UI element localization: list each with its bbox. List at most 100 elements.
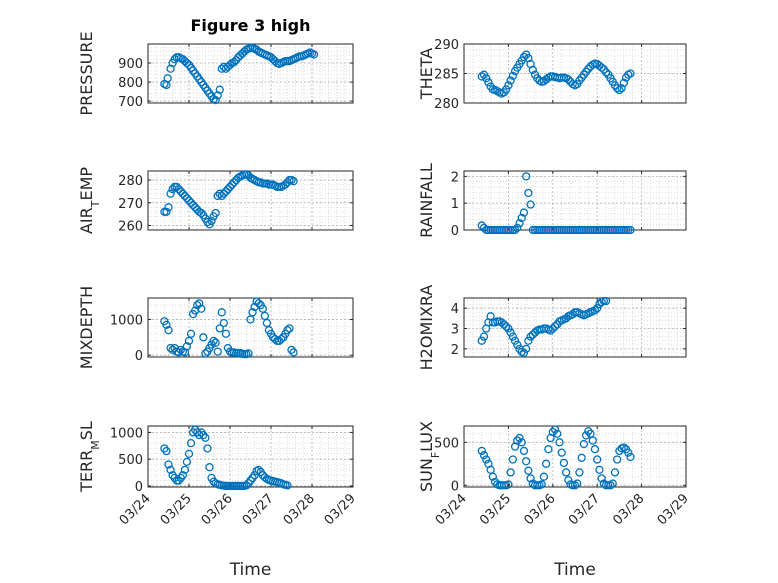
data-point	[497, 318, 506, 327]
data-point	[504, 480, 513, 489]
data-point	[577, 453, 586, 462]
data-point	[619, 78, 628, 88]
data-point	[166, 189, 175, 198]
data-point	[573, 479, 582, 488]
data-point	[570, 481, 580, 490]
data-point	[254, 299, 263, 308]
data-point	[223, 185, 233, 194]
data-point	[626, 69, 635, 78]
data-point	[180, 191, 190, 201]
data-point	[197, 208, 206, 218]
data-point	[526, 332, 535, 341]
data-point	[186, 329, 196, 338]
data-point	[162, 207, 171, 216]
data-point	[477, 72, 486, 81]
data-point	[522, 457, 531, 466]
data-point	[211, 338, 220, 347]
subplot-6: 2 3 4 H2OMIXRA	[417, 285, 687, 371]
y-tick-label: 800	[118, 76, 143, 91]
data-point	[506, 468, 515, 477]
y-tick-label: 280	[118, 174, 143, 189]
data-point	[180, 465, 190, 475]
data-point	[203, 217, 212, 227]
data-point	[482, 455, 491, 464]
data-point	[178, 471, 188, 480]
subplot-3: 260 270 280 AIRTEMP	[77, 167, 354, 234]
y-axis-label: TERRMSL	[77, 421, 102, 493]
data-point	[508, 332, 517, 341]
data-point	[277, 334, 286, 344]
data-point	[166, 465, 175, 475]
data-point	[184, 336, 194, 346]
data-point	[588, 436, 597, 445]
data-point	[557, 448, 566, 457]
data-point	[176, 187, 185, 196]
data-point	[513, 223, 522, 233]
data-point	[515, 219, 524, 228]
data-point	[182, 58, 192, 68]
data-point	[184, 449, 194, 458]
data-point	[215, 324, 224, 333]
data-point	[482, 74, 491, 83]
data-point	[174, 348, 183, 357]
data-point	[608, 479, 617, 488]
data-point	[555, 438, 564, 447]
y-tick-label: 3	[451, 323, 459, 338]
plot-area	[464, 171, 686, 230]
data-point	[519, 348, 529, 358]
data-point	[479, 451, 489, 460]
data-point	[209, 336, 218, 346]
y-tick-label: 270	[118, 197, 143, 212]
data-point	[519, 208, 529, 217]
y-axis-label: H2OMIXRA	[417, 285, 436, 371]
y-tick-label: 290	[434, 38, 459, 53]
data-point	[285, 324, 294, 333]
data-point	[510, 225, 520, 235]
data-point	[309, 50, 319, 59]
data-point	[250, 471, 259, 480]
data-point	[174, 185, 183, 194]
data-point	[244, 349, 253, 358]
y-tick-label: 500	[118, 453, 143, 468]
data-point	[184, 196, 194, 205]
data-point	[550, 322, 560, 331]
y-tick-label: 700	[118, 95, 143, 110]
data-point	[519, 446, 529, 456]
data-point	[590, 306, 600, 315]
data-point	[283, 178, 292, 187]
data-point	[283, 326, 292, 335]
data-point	[548, 427, 557, 437]
y-axis-label: PRESSURE	[77, 31, 96, 115]
data-point	[615, 85, 624, 95]
data-point	[502, 322, 511, 331]
data-point	[248, 308, 257, 317]
y-tick-label: 900	[118, 57, 143, 72]
y-axis-label: AIRTEMP	[77, 167, 102, 234]
data-point	[168, 185, 177, 194]
plot-area	[464, 426, 686, 487]
data-point	[207, 216, 216, 226]
data-point	[477, 336, 486, 345]
data-point	[626, 452, 635, 462]
data-point	[619, 443, 628, 452]
data-point	[593, 304, 602, 313]
data-point	[517, 213, 526, 223]
data-point	[597, 63, 606, 72]
data-point	[205, 463, 214, 472]
data-point	[254, 465, 263, 475]
data-point	[593, 455, 602, 464]
y-axis-label: RAINFALL	[417, 163, 436, 238]
data-point	[510, 336, 520, 345]
data-point	[221, 187, 231, 196]
x-axis-label: Time	[229, 560, 272, 580]
data-point	[601, 68, 611, 77]
data-point	[508, 71, 517, 81]
data-point	[219, 318, 229, 328]
data-point	[477, 221, 486, 230]
data-point	[176, 345, 185, 354]
data-point	[559, 458, 569, 468]
data-point	[170, 55, 179, 64]
